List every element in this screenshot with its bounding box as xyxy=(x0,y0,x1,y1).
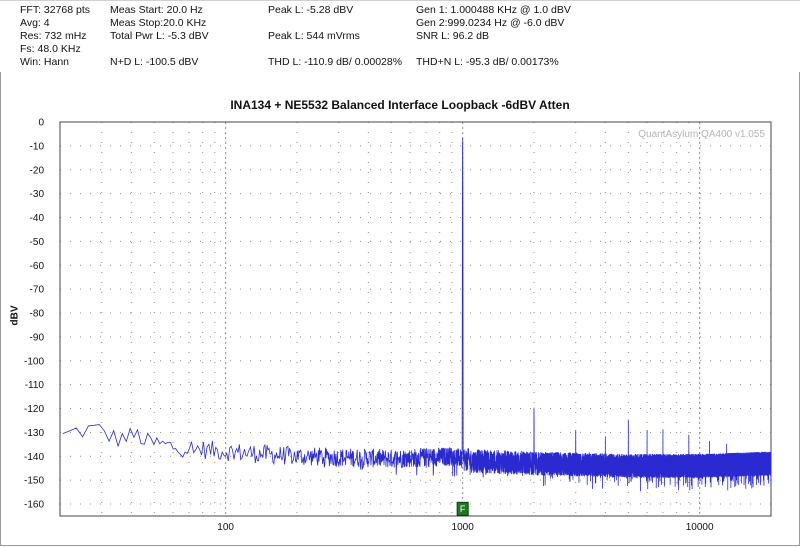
y-tick-labels: 0 -10 -20 -30 -40 -50 -60 -70 -80 -90 -100 -110 -120… xyxy=(24,118,44,511)
y-tick-label: -60 xyxy=(30,261,45,272)
y-tick-label: -120 xyxy=(24,404,44,415)
y-tick-label: 0 xyxy=(38,118,44,129)
y-tick-label: -110 xyxy=(25,380,45,391)
y-tick-label: -160 xyxy=(24,500,44,511)
readout-nd: N+D L: -100.5 dBV xyxy=(110,56,199,68)
y-tick-label: -100 xyxy=(24,356,44,367)
chart-title: INA134 + NE5532 Balanced Interface Loopb… xyxy=(230,98,570,112)
readout-res: Res: 732 mHz xyxy=(20,30,87,42)
x-tick-labels: 100 1000 10000 xyxy=(217,522,714,533)
readout-thdn: THD+N L: -95.3 dB/ 0.00173% xyxy=(416,56,559,68)
frequency-marker[interactable]: F xyxy=(456,501,469,516)
x-tick-label: 10000 xyxy=(686,522,714,533)
readout-avg: Avg: 4 xyxy=(20,17,50,29)
y-tick-label: -40 xyxy=(30,213,45,224)
y-tick-label: -140 xyxy=(24,452,44,463)
readout-fs: Fs: 48.0 KHz xyxy=(20,43,81,55)
watermark: QuantAsylum QA400 v1.055 xyxy=(638,129,765,140)
readout-total-pwr: Total Pwr L: -5.3 dBV xyxy=(110,30,209,42)
y-tick-label: -10 xyxy=(30,141,45,152)
plot-border xyxy=(59,121,772,517)
readout-peak-dbv: Peak L: -5.28 dBV xyxy=(268,4,354,16)
readout-thd: THD L: -110.9 dB/ 0.00028% xyxy=(268,56,403,68)
readout-peak-mvrms: Peak L: 544 mVrms xyxy=(268,30,360,42)
y-tick-label: -130 xyxy=(24,428,44,439)
spectrum-trace xyxy=(62,137,772,492)
y-tick-label: -30 xyxy=(30,189,45,200)
readout-snr: SNR L: 96.2 dB xyxy=(416,30,489,42)
y-tick-label: -70 xyxy=(30,285,45,296)
readout-meas-stop: Meas Stop:20.0 KHz xyxy=(110,17,207,29)
y-tick-label: -20 xyxy=(30,165,45,176)
marker-box[interactable] xyxy=(456,501,469,516)
x-tick-label: 1000 xyxy=(452,522,475,533)
readout-gen1: Gen 1: 1.000488 KHz @ 1.0 dBV xyxy=(416,4,571,16)
y-tick-label: -90 xyxy=(30,332,45,343)
readout-fft: FFT: 32768 pts xyxy=(20,4,91,16)
y-tick-label: -80 xyxy=(30,309,45,320)
readout-win: Win: Hann xyxy=(20,56,70,68)
x-tick-label: 100 xyxy=(217,522,234,533)
marker-label: F xyxy=(460,504,466,514)
top-rule xyxy=(0,0,800,1)
y-tick-label: -50 xyxy=(30,237,45,248)
readout-meas-start: Meas Start: 20.0 Hz xyxy=(110,4,203,16)
y-tick-label: -150 xyxy=(24,476,44,487)
readout-gen2: Gen 2:999.0234 Hz @ -6.0 dBV xyxy=(416,17,565,29)
